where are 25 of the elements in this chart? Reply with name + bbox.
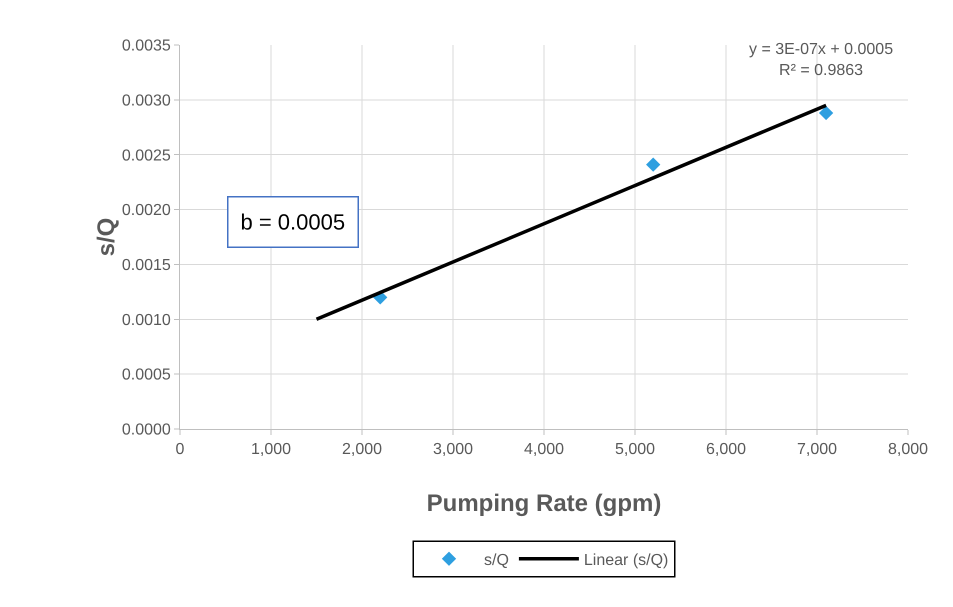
x-tick-label: 8,000: [888, 441, 928, 458]
x-tick-label: 1,000: [250, 441, 292, 458]
y-tick-label: 0.0000: [122, 422, 171, 439]
point: [646, 157, 660, 172]
point: [818, 106, 834, 120]
y-tick-label: 0.0020: [122, 202, 171, 220]
legend-label: Linear (s/Q): [584, 552, 668, 569]
annotation: y = 3E-07x + 0.0005 R² = 0.9863: [749, 41, 894, 79]
x-tick-label: 6,000: [706, 441, 746, 458]
x-tick-label: 5,000: [614, 441, 656, 458]
x-tick-label: 2,000: [342, 441, 382, 458]
y-tick-label: 0.0015: [122, 257, 171, 274]
x-axis-title: Pumping Rate (gpm): [426, 490, 662, 517]
y-tick-label: 0.0010: [122, 312, 171, 329]
x-tick-label: 7,000: [796, 441, 838, 458]
x-tick-label: 3,000: [432, 441, 474, 458]
x-tick-label: 0: [176, 441, 185, 458]
y-tick-label: 0.0025: [122, 147, 171, 164]
annotation: b = 0.0005: [240, 210, 346, 234]
legend-label: s/Q: [484, 552, 509, 569]
y-tick-label: 0.0030: [122, 92, 171, 110]
y-tick-label: 0.0005: [122, 366, 171, 384]
y-tick-label: 0.0035: [122, 38, 171, 55]
y-axis-title: s/Q: [92, 218, 120, 256]
x-tick-label: 4,000: [524, 441, 564, 458]
